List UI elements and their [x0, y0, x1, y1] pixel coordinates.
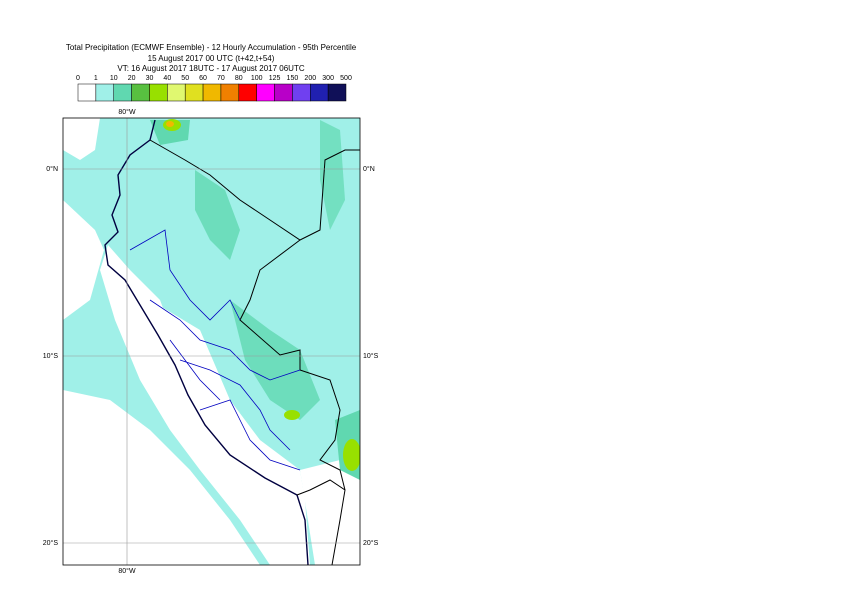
legend-label: 20: [128, 75, 136, 82]
dry-area: [63, 390, 260, 565]
legend-label: 10: [110, 75, 118, 82]
legend-label: 500: [340, 75, 352, 82]
border: [296, 479, 346, 565]
legend-swatch: [220, 83, 240, 102]
legend-swatch: [149, 83, 168, 102]
dry-area: [63, 200, 104, 320]
legend-swatch: [274, 83, 293, 102]
lat-label: 0°N: [363, 165, 375, 173]
border: [149, 139, 360, 241]
legend-label: 30: [146, 75, 154, 82]
valid-time: VT: 16 August 2017 18UTC - 17 August 201…: [117, 64, 304, 73]
lat-label: 20°S: [363, 539, 379, 547]
region-borders: [129, 229, 301, 471]
lat-label: 10°S: [363, 352, 379, 360]
legend-label: 60: [199, 75, 207, 82]
legend-label: 80: [235, 75, 243, 82]
coastline: [104, 119, 309, 565]
legend-swatch: [113, 83, 132, 102]
wet-area: [230, 300, 320, 420]
legend-swatch: [202, 83, 222, 102]
dry-area: [150, 300, 305, 500]
run-time: 15 August 2017 00 UTC (t+42,t+54): [148, 54, 275, 63]
legend-label: 40: [163, 75, 171, 82]
map-frame: [62, 117, 361, 566]
legend-label: 1: [94, 75, 98, 82]
wet-area: [343, 439, 360, 471]
legend-swatch: [310, 83, 329, 102]
legend-swatch: [131, 83, 150, 102]
legend-swatch: [95, 83, 114, 102]
graticule: [63, 118, 360, 565]
wet-area: [166, 121, 174, 127]
wet-area: [284, 410, 300, 420]
legend-label: 0: [76, 75, 80, 82]
legend-label: 200: [304, 75, 316, 82]
map: [63, 118, 360, 565]
legend: 0 1 10 20 30 40 50 60 70 80 100 125 150 200 300 500: [76, 75, 352, 102]
legend-swatch: [327, 83, 347, 102]
legend-swatch: [77, 83, 97, 102]
legend-label: 125: [269, 75, 281, 82]
legend-swatch: [184, 83, 204, 102]
wet-area: [320, 120, 345, 230]
legend-label: 300: [322, 75, 334, 82]
legend-swatch: [167, 83, 186, 102]
dry-area: [63, 118, 100, 160]
dry-area: [300, 460, 360, 565]
legend-swatch: [292, 83, 311, 102]
legend-label: 70: [217, 75, 225, 82]
legend-label: 150: [287, 75, 299, 82]
title: Total Precipitation (ECMWF Ensemble) - 1…: [66, 43, 357, 52]
wet-area: [195, 170, 240, 260]
lon-label: 80°W: [118, 567, 136, 575]
legend-swatch: [256, 83, 275, 102]
lat-label: 0°N: [46, 165, 58, 173]
lat-label: 10°S: [43, 352, 59, 360]
lon-label: 80°W: [118, 108, 136, 116]
legend-label: 100: [251, 75, 263, 82]
legend-swatch: [238, 83, 257, 102]
lat-label: 20°S: [43, 539, 59, 547]
legend-label: 50: [181, 75, 189, 82]
